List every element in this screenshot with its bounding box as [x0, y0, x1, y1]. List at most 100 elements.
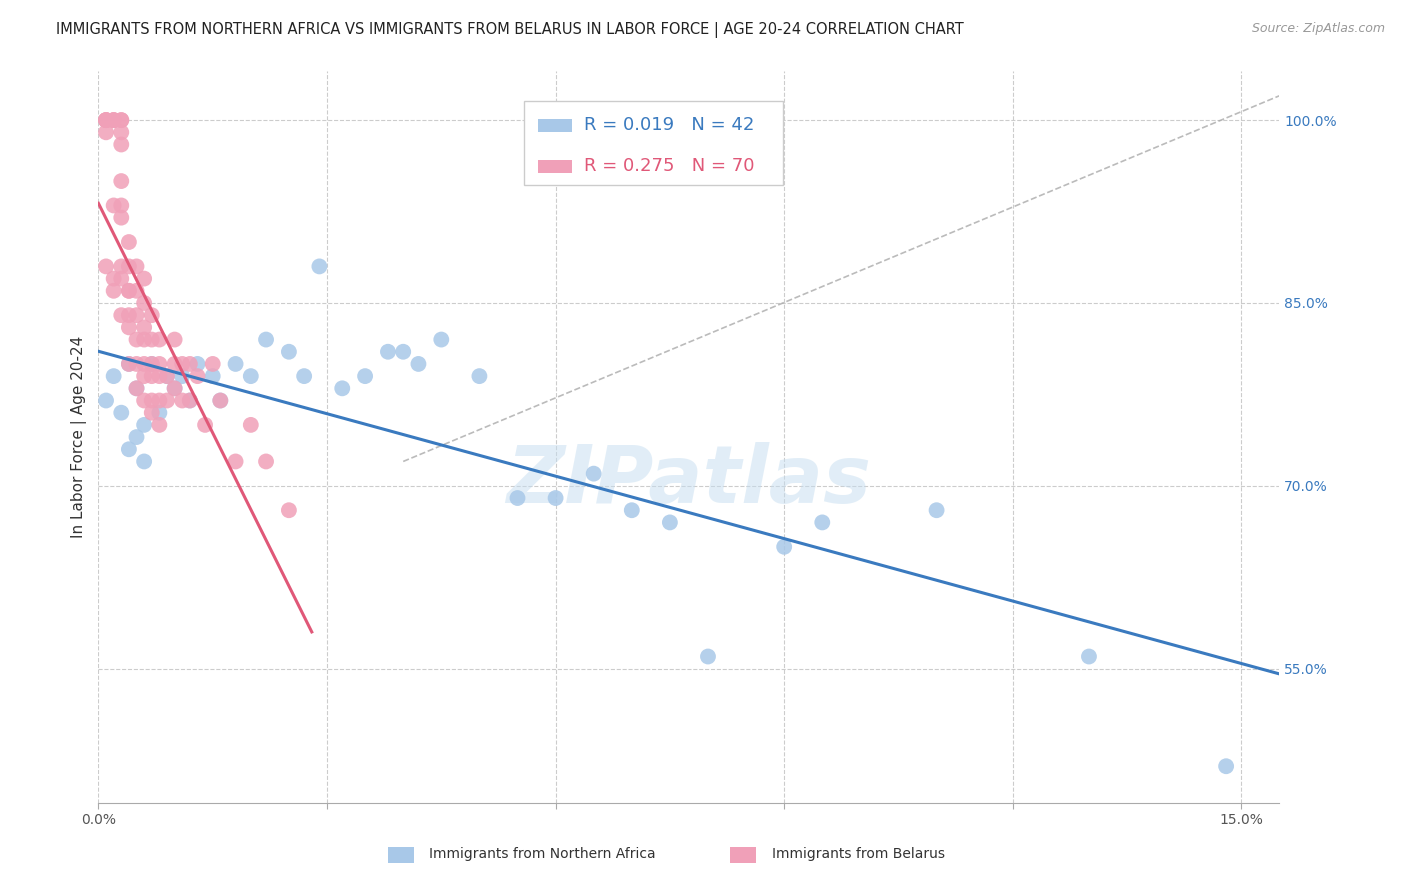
Point	[172, 369, 194, 384]
Point	[141, 357, 163, 371]
Point	[506, 491, 529, 505]
Point	[156, 369, 179, 384]
Point	[697, 649, 720, 664]
Point	[582, 467, 605, 481]
Point	[179, 357, 201, 371]
Point	[148, 406, 170, 420]
Point	[118, 308, 141, 322]
Point	[773, 540, 796, 554]
Point	[134, 454, 156, 468]
FancyBboxPatch shape	[523, 101, 783, 185]
Bar	[388, 847, 413, 863]
Text: Source: ZipAtlas.com: Source: ZipAtlas.com	[1251, 22, 1385, 36]
Point	[658, 516, 681, 530]
Point	[239, 417, 262, 432]
Point	[148, 393, 170, 408]
Point	[118, 235, 141, 249]
Point	[118, 260, 141, 274]
Point	[163, 381, 186, 395]
Point	[103, 113, 125, 128]
Point	[148, 357, 170, 371]
Point	[118, 357, 141, 371]
Point	[103, 271, 125, 285]
Point	[110, 113, 132, 128]
Point	[134, 393, 156, 408]
Point	[118, 442, 141, 457]
Point	[811, 516, 834, 530]
Point	[110, 308, 132, 322]
Point	[134, 271, 156, 285]
Point	[125, 381, 148, 395]
Point	[209, 393, 232, 408]
Point	[125, 284, 148, 298]
Point	[134, 369, 156, 384]
Point	[110, 137, 132, 152]
Text: IMMIGRANTS FROM NORTHERN AFRICA VS IMMIGRANTS FROM BELARUS IN LABOR FORCE | AGE : IMMIGRANTS FROM NORTHERN AFRICA VS IMMIG…	[56, 22, 965, 38]
Point	[408, 357, 430, 371]
Point	[141, 308, 163, 322]
Point	[94, 113, 117, 128]
Point	[292, 369, 315, 384]
Point	[308, 260, 330, 274]
Point	[172, 393, 194, 408]
Point	[94, 260, 117, 274]
Point	[125, 333, 148, 347]
Point	[103, 369, 125, 384]
Point	[134, 320, 156, 334]
Point	[186, 357, 208, 371]
Point	[186, 369, 208, 384]
Point	[925, 503, 948, 517]
Point	[134, 417, 156, 432]
Point	[118, 320, 141, 334]
Point	[225, 454, 247, 468]
Point	[141, 406, 163, 420]
Point	[125, 308, 148, 322]
Point	[148, 369, 170, 384]
Point	[201, 357, 224, 371]
Text: ZIPatlas: ZIPatlas	[506, 442, 872, 520]
Point	[277, 503, 299, 517]
Point	[110, 198, 132, 212]
Point	[103, 113, 125, 128]
Point	[1078, 649, 1101, 664]
Text: Immigrants from Belarus: Immigrants from Belarus	[772, 847, 945, 861]
Text: R = 0.275   N = 70: R = 0.275 N = 70	[583, 157, 754, 175]
Point	[110, 125, 132, 139]
Point	[134, 357, 156, 371]
Point	[134, 296, 156, 310]
Point	[125, 357, 148, 371]
Point	[141, 357, 163, 371]
Point	[1215, 759, 1237, 773]
Point	[194, 417, 217, 432]
Point	[125, 381, 148, 395]
Point	[254, 333, 277, 347]
Point	[254, 454, 277, 468]
Point	[110, 211, 132, 225]
Point	[163, 357, 186, 371]
Point	[277, 344, 299, 359]
Point	[118, 284, 141, 298]
Point	[94, 393, 117, 408]
Y-axis label: In Labor Force | Age 20-24: In Labor Force | Age 20-24	[72, 336, 87, 538]
Point	[118, 284, 141, 298]
Bar	[537, 120, 572, 132]
Point	[94, 113, 117, 128]
Point	[163, 333, 186, 347]
Point	[209, 393, 232, 408]
Point	[134, 333, 156, 347]
Point	[94, 113, 117, 128]
Point	[94, 125, 117, 139]
Point	[544, 491, 567, 505]
Point	[620, 503, 643, 517]
Point	[172, 357, 194, 371]
Point	[103, 284, 125, 298]
Point	[125, 430, 148, 444]
Point	[201, 369, 224, 384]
Point	[156, 369, 179, 384]
Point	[110, 271, 132, 285]
Point	[430, 333, 453, 347]
Point	[110, 260, 132, 274]
Point	[148, 417, 170, 432]
Point	[330, 381, 353, 395]
Point	[125, 260, 148, 274]
